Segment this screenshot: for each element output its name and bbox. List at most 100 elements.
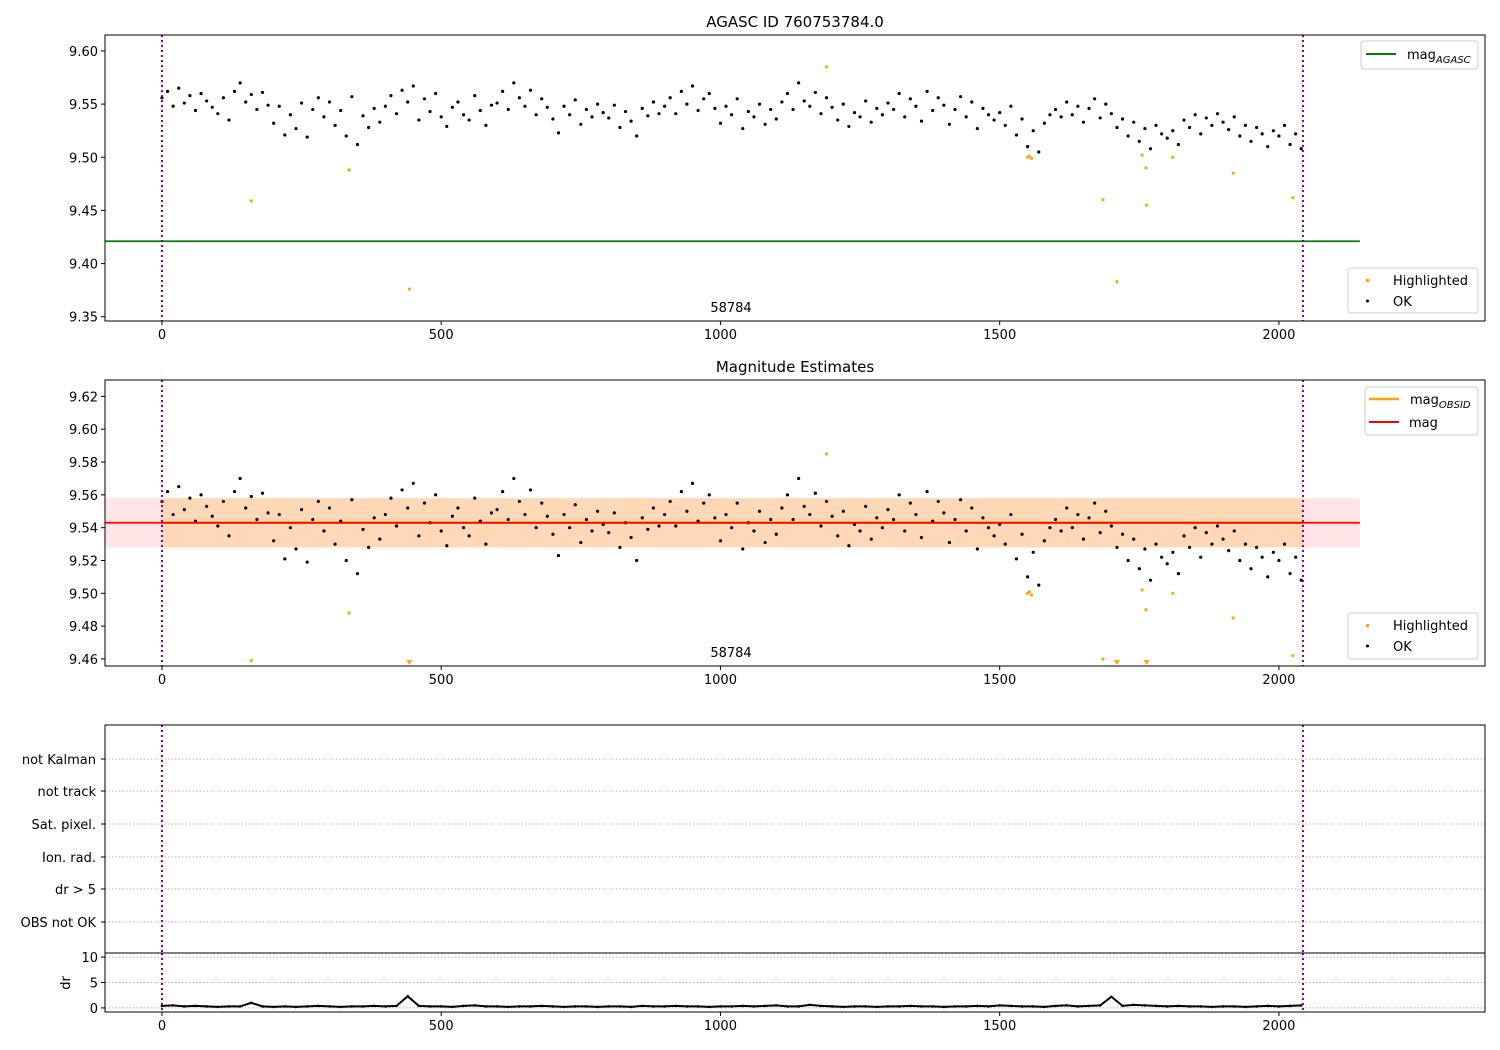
dr-point: [551, 1005, 555, 1008]
ok-point: [668, 96, 672, 100]
y-tick-label: 9.46: [69, 653, 98, 668]
ok-point: [1187, 545, 1192, 549]
ok-point: [1249, 139, 1253, 143]
ok-point: [674, 112, 678, 116]
highlighted-point: [1171, 591, 1175, 595]
ok-point: [1182, 534, 1186, 538]
ok-point: [1026, 145, 1030, 149]
x-tick-label: 2000: [1262, 673, 1295, 688]
ok-point: [1104, 102, 1108, 106]
ok-point: [193, 108, 198, 113]
ok-point: [763, 540, 767, 545]
ok-point: [629, 119, 633, 123]
ok-point: [517, 96, 521, 100]
ok-point: [791, 517, 795, 522]
ok-point: [579, 122, 583, 126]
highlighted-point: [1140, 588, 1144, 592]
dr-point: [696, 1005, 700, 1008]
ok-point: [1059, 529, 1063, 533]
ok-point: [372, 516, 376, 520]
ok-point: [1148, 578, 1153, 582]
highlighted-point: [1029, 156, 1034, 160]
ok-point: [445, 544, 449, 548]
ok-point: [970, 506, 974, 510]
ok-point: [919, 535, 924, 540]
ok-point: [1003, 542, 1007, 546]
ok-point: [601, 111, 605, 115]
flag-label: not track: [37, 785, 96, 800]
ok-point: [1026, 575, 1030, 579]
dr-point: [1288, 1004, 1292, 1008]
ok-point: [1115, 545, 1119, 549]
highlighted-point: [347, 611, 351, 615]
dr-point: [774, 1004, 778, 1007]
ok-point: [1266, 575, 1270, 579]
ok-point: [752, 115, 756, 119]
ok-point: [1115, 125, 1119, 130]
highlighted-point: [1115, 280, 1119, 284]
middle-legend-upper: magOBSID mag: [1364, 386, 1479, 436]
ok-point: [925, 489, 929, 494]
ok-point: [891, 107, 896, 112]
ok-point: [690, 481, 695, 485]
ok-point: [607, 116, 611, 120]
highlighted-point: [1144, 166, 1148, 170]
ok-point: [1003, 123, 1007, 127]
ok-point: [551, 117, 555, 121]
ok-point: [914, 512, 918, 517]
ok-point: [824, 499, 829, 504]
ok-point: [836, 118, 840, 122]
ok-point: [785, 493, 790, 497]
ok-point: [210, 105, 214, 109]
ok-point: [512, 476, 516, 481]
ok-point: [903, 529, 907, 533]
x-tick-label: 1500: [983, 1019, 1016, 1034]
ok-point: [1093, 501, 1097, 505]
ok-point: [1009, 104, 1013, 108]
x-tick-label: 2000: [1262, 1019, 1295, 1034]
top-plot-area: [105, 35, 1360, 321]
ok-point: [355, 142, 360, 147]
dr-point: [406, 994, 409, 998]
dr-point: [205, 1005, 208, 1008]
ok-point: [277, 512, 281, 517]
ok-point: [584, 517, 589, 522]
ok-point: [579, 540, 583, 545]
ok-point: [640, 516, 644, 520]
highlighted-point: [347, 168, 351, 172]
ok-point: [249, 92, 253, 97]
ok-point: [456, 100, 460, 104]
ok-point: [283, 133, 287, 137]
ok-point: [1271, 129, 1275, 133]
ok-point: [746, 109, 750, 114]
highlighted-point-offscale: [1113, 660, 1120, 665]
ok-point: [618, 545, 622, 549]
ok-point: [333, 542, 337, 546]
dr-point: [506, 1005, 510, 1009]
ok-point: [958, 498, 963, 502]
ok-point: [1053, 517, 1058, 522]
ok-point: [1294, 555, 1298, 559]
dr-point: [1255, 1005, 1258, 1008]
ok-point: [1070, 526, 1074, 530]
ok-point: [785, 91, 790, 96]
ok-point: [316, 96, 320, 100]
ok-point: [623, 109, 628, 114]
ok-point: [501, 89, 505, 93]
dr-point: [562, 1005, 566, 1009]
dr-point: [1132, 1003, 1136, 1007]
ok-point: [830, 105, 834, 109]
ok-point: [389, 496, 393, 500]
ok-point: [802, 99, 806, 103]
ok-point: [272, 121, 276, 125]
dr-point: [953, 1005, 957, 1008]
ok-point: [724, 512, 728, 517]
highlighted-point: [1027, 590, 1031, 594]
dr-point: [585, 1005, 588, 1008]
ok-point: [931, 108, 935, 113]
dr-axes-frame: [104, 952, 1486, 1013]
ok-point: [305, 135, 309, 139]
dr-point: [238, 1005, 242, 1008]
dr-point: [1244, 1005, 1247, 1009]
ok-point: [646, 527, 650, 531]
